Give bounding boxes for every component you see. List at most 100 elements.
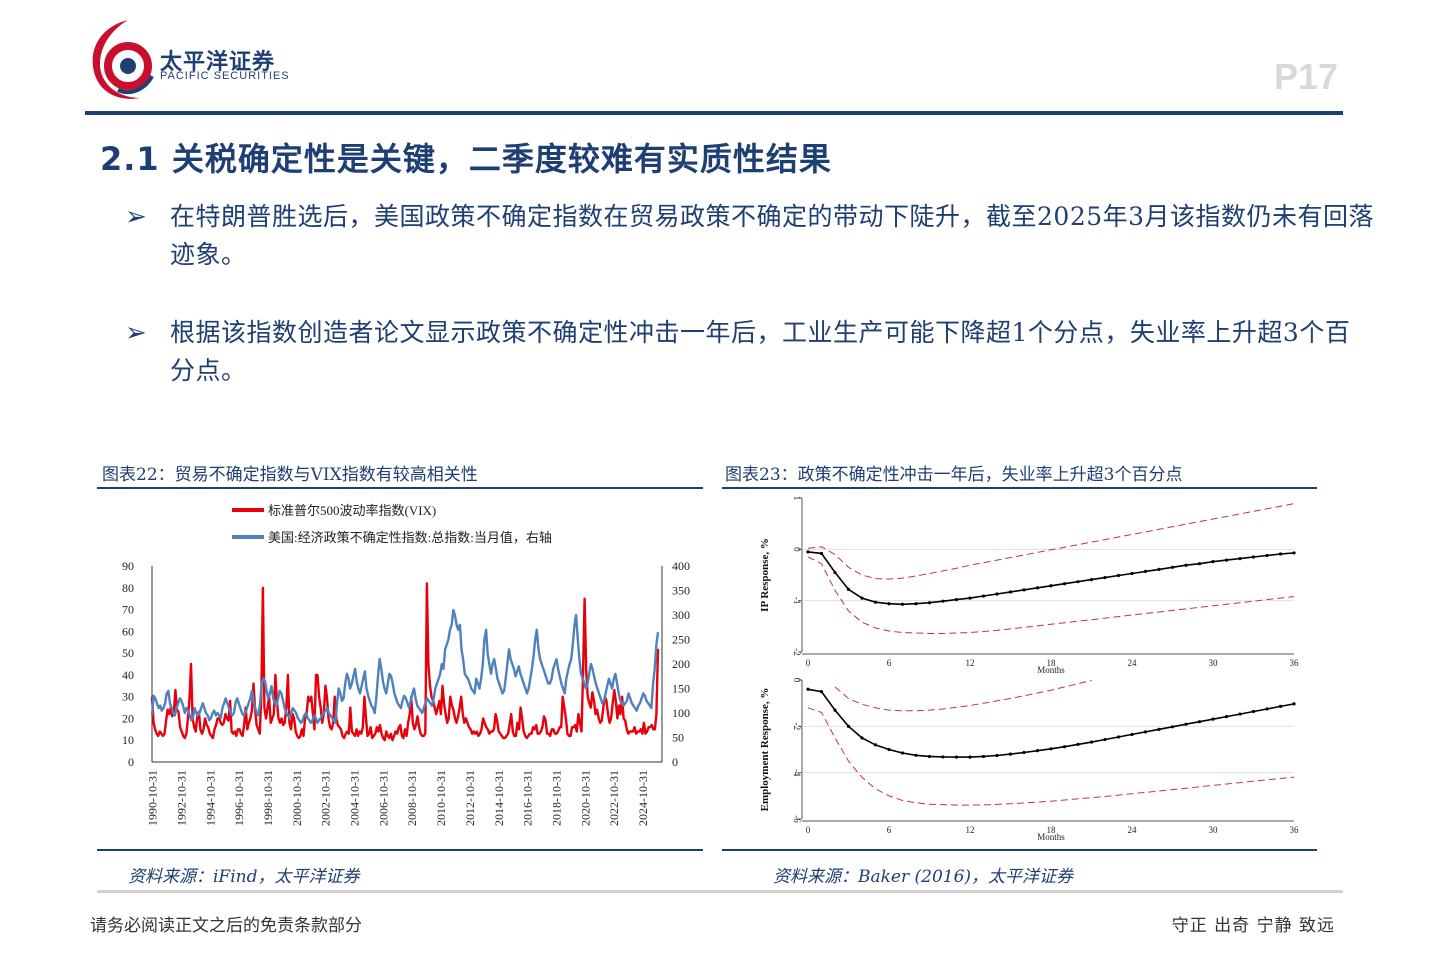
x-tick-label: 1990-10-31 (146, 770, 160, 826)
estimate-point (887, 602, 891, 606)
estimate-point (1062, 745, 1067, 749)
logo-emblem (92, 20, 154, 99)
panel-x-axis-title: Months (1037, 665, 1065, 675)
estimate-point (873, 743, 878, 747)
bullet-arrow-icon: ➢ (125, 202, 147, 232)
estimate-point (995, 592, 999, 596)
panel-y-tick-label: 1 (792, 496, 802, 501)
panel-x-tick-label: 36 (1290, 658, 1300, 668)
irf-chart: -2 -1 0 1 0 6 12 18 24 30 36 Months IP Response, % -6… (759, 496, 1300, 842)
estimate-point (1008, 752, 1013, 756)
estimate-point (1089, 578, 1094, 582)
estimate-point (1157, 727, 1161, 731)
estimate-point (900, 751, 905, 755)
x-tick-label: 2018-10-31 (549, 770, 563, 826)
confidence-band-lower (807, 707, 1295, 806)
panel-x-tick-label: 30 (1209, 825, 1219, 835)
panel-x-tick-label: 12 (966, 658, 975, 668)
y-tick-right-label: 400 (672, 559, 690, 573)
legend-label-1: 标准普尔500波动率指数(VIX) (268, 503, 436, 518)
x-tick-label: 1996-10-31 (232, 770, 246, 826)
panel-y-axis-title: Employment Response, % (759, 688, 771, 812)
estimate-point (981, 594, 986, 598)
y-tick-right-label: 300 (672, 608, 690, 622)
panel-y-tick-label: -2 (792, 723, 802, 731)
x-tick-label: 1994-10-31 (203, 770, 217, 826)
y-tick-right-label: 100 (672, 706, 690, 720)
estimate-point (1076, 742, 1080, 747)
x-tick-label: 2016-10-31 (521, 770, 535, 826)
estimate-point (1076, 580, 1080, 584)
estimate-point (846, 724, 851, 728)
estimate-point (1292, 702, 1296, 706)
x-tick-label: 1992-10-31 (174, 770, 188, 826)
y-tick-right-label: 0 (672, 755, 678, 769)
estimate-point (860, 596, 864, 600)
panel-x-tick-label: 24 (1128, 658, 1138, 668)
estimate-point (1251, 709, 1256, 714)
estimate-point (1022, 588, 1026, 592)
estimate-point (819, 551, 824, 556)
estimate-point (1062, 582, 1067, 586)
estimate-point (1224, 558, 1229, 562)
estimate-point (860, 736, 864, 740)
estimate-point (1170, 725, 1175, 729)
y-tick-right-label: 50 (672, 731, 684, 745)
figure-source-left: 资料来源：iFind，太平洋证券 (128, 867, 360, 887)
panel-x-tick-label: 6 (887, 825, 892, 835)
estimate-point (1265, 707, 1269, 711)
estimate-point (1008, 590, 1013, 594)
estimate-point (1197, 720, 1202, 724)
estimate-point (819, 689, 824, 694)
estimate-point (1049, 747, 1053, 751)
caption-rule-left (97, 487, 703, 489)
panel-y-tick-label: 0 (792, 547, 802, 552)
estimate-point (1143, 730, 1148, 734)
x-tick-label: 2024-10-31 (636, 770, 650, 826)
estimate-point (954, 755, 959, 759)
y-tick-left-label: 60 (122, 624, 134, 638)
estimate-point (1278, 552, 1283, 556)
page-title: 2.1 关税确定性是关键，二季度较难有实质性结果 (100, 140, 832, 178)
x-tick-label: 2020-10-31 (578, 770, 592, 826)
estimate-line (807, 551, 1295, 606)
estimate-point (1116, 573, 1121, 578)
estimate-point (1103, 575, 1107, 580)
bullet-text-2: 根据该指数创造者论文显示政策不确定性冲击一年后，工业生产可能下降超1个分点，失业… (170, 318, 1351, 385)
panel-x-tick-label: 36 (1290, 825, 1300, 835)
estimate-point (1035, 749, 1040, 753)
estimate-point (1238, 712, 1242, 716)
estimate-point (981, 754, 986, 759)
y-tick-right-label: 150 (672, 682, 690, 696)
figure-caption-left: 图表22：贸易不确定指数与VIX指数有较高相关性 (102, 465, 478, 485)
x-tick-label: 2004-10-31 (348, 770, 362, 826)
x-tick-label: 2002-10-31 (319, 770, 333, 826)
estimate-point (968, 596, 972, 600)
footer-divider (97, 890, 1343, 893)
estimate-point (1211, 717, 1215, 721)
x-tick-label: 2008-10-31 (405, 770, 419, 826)
estimate-point (1211, 560, 1215, 564)
estimate-point (1292, 551, 1296, 555)
y-tick-left-label: 70 (122, 603, 134, 617)
y-tick-left-label: 80 (122, 581, 134, 595)
y-tick-left-label: 40 (122, 668, 134, 682)
panel-x-tick-label: 12 (966, 825, 975, 835)
estimate-point (806, 550, 810, 554)
panel-x-tick-label: 18 (1047, 825, 1057, 835)
estimate-point (1251, 555, 1256, 559)
estimate-point (1224, 715, 1229, 719)
logo-text-cn: 太平洋证券 (160, 50, 276, 75)
panel-x-axis-title: Months (1037, 832, 1065, 842)
estimate-point (1130, 571, 1134, 576)
estimate-point (914, 602, 918, 606)
estimate-point (1265, 553, 1269, 558)
estimate-point (1184, 722, 1188, 726)
y-tick-right-label: 250 (672, 633, 690, 647)
estimate-line (807, 688, 1295, 758)
estimate-point (1170, 565, 1175, 569)
estimate-point (833, 570, 837, 575)
footer-disclaimer: 请务必阅读正文之后的免责条款部分 (90, 916, 362, 936)
estimate-point (887, 747, 891, 752)
header-divider (85, 111, 1343, 115)
